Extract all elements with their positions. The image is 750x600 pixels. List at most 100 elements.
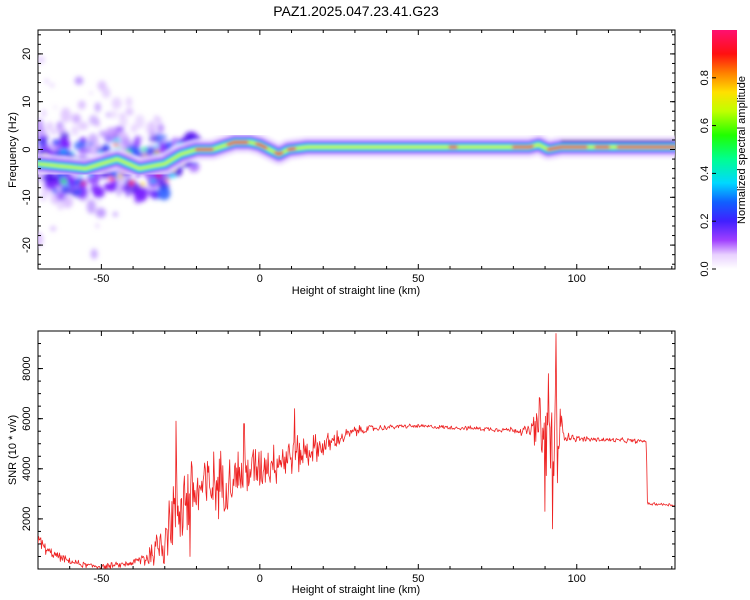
spectrogram-scatter-blob xyxy=(109,110,118,119)
spectrogram-cloud-blob xyxy=(64,188,71,193)
spectrogram-hotspot xyxy=(60,178,68,184)
spectrogram-scatter-blob xyxy=(125,108,134,116)
spectrogram-scatter-blob xyxy=(134,114,145,129)
spectrogram-scatter-blob xyxy=(130,124,138,133)
spectrogram-hotspot xyxy=(112,139,119,143)
chart-title: PAZ1.2025.047.23.41.G23 xyxy=(273,3,439,19)
spectrogram-xtick-label: 50 xyxy=(412,273,424,285)
spectrogram-cloud-blob xyxy=(110,180,119,186)
spectrogram-hotspot xyxy=(140,181,146,187)
spectrogram-cloud-blob xyxy=(92,187,105,199)
spectrogram-hotspot xyxy=(117,174,123,179)
spectrogram-scatter-blob xyxy=(106,112,110,118)
spectrogram-scatter-blob xyxy=(74,76,84,85)
spectrogram-axes: -50 0 50 100 -20 -10 0 10 20 xyxy=(21,30,675,285)
spectrogram-hotspot xyxy=(140,147,147,151)
snr-ylabel: SNR (10 * v/v) xyxy=(7,415,19,485)
spectrogram-ridge-hot xyxy=(512,144,534,149)
spectrogram-hotspot xyxy=(113,142,118,147)
snr-ytick-label: 2000 xyxy=(21,507,33,531)
spectrogram-cloud-blob xyxy=(148,135,158,143)
spectrogram-scatter-blob xyxy=(97,199,101,203)
snr-xtick-label: 100 xyxy=(568,573,586,585)
spectrogram-scatter-blob xyxy=(88,114,99,126)
snr-xtick-label: 50 xyxy=(412,573,424,585)
spectrogram-cloud-blob xyxy=(184,132,195,141)
spectrogram-cloud-blob xyxy=(162,134,167,140)
spectrogram-scatter-blob xyxy=(140,136,145,141)
spectrogram-scatter-blob xyxy=(45,121,54,132)
spectrogram-hotspot xyxy=(108,177,115,181)
spectrogram-scatter-blob xyxy=(90,248,98,260)
spectrogram-hotspot xyxy=(150,178,156,183)
spectrogram-scatter-blob xyxy=(99,132,103,136)
spectrogram-scatter-blob xyxy=(89,91,93,95)
colorbar-label: Normalized spectral amplitude xyxy=(736,76,748,224)
spectrogram-scatter-blob xyxy=(77,100,86,110)
spectrogram-ytick-label: -20 xyxy=(21,237,33,253)
spectrogram-scatter-blob xyxy=(118,112,125,119)
colorbar-ticks: 0.0 0.2 0.4 0.6 0.8 xyxy=(699,70,716,277)
spectrogram-scatter-blob xyxy=(119,144,124,149)
spectrogram-cloud-blob xyxy=(74,140,87,149)
spectrogram-cloud-blob xyxy=(60,145,66,151)
spectrogram-scatter-blob xyxy=(53,105,57,110)
snr-xlabel: Height of straight line (km) xyxy=(292,584,420,596)
colorbar-tick-label: 0.8 xyxy=(699,70,711,85)
spectrogram-xtick-label: 0 xyxy=(257,273,263,285)
spectrogram-cloud-blob xyxy=(115,126,124,132)
spectrogram-cloud-blob xyxy=(88,142,93,147)
snr-ytick-label: 8000 xyxy=(21,356,33,380)
spectrogram-scatter-blob xyxy=(101,87,111,99)
colorbar-gradient xyxy=(712,30,737,269)
snr-xtick-label: -50 xyxy=(93,573,109,585)
spectrogram-cloud-blob xyxy=(38,137,46,145)
spectrogram-ylabel: Frequency (Hz) xyxy=(7,112,19,188)
colorbar-tick-label: 0.6 xyxy=(699,118,711,133)
spectrogram-cloud-blob xyxy=(105,127,118,139)
spectrogram-cloud-blob xyxy=(55,184,62,192)
spectrogram-xlabel: Height of straight line (km) xyxy=(292,285,420,297)
snr-xtick-label: 0 xyxy=(257,573,263,585)
spectrogram-scatter-blob xyxy=(95,223,99,229)
spectrogram-scatter-blob xyxy=(112,211,118,217)
spectrogram-scatter-blob xyxy=(38,118,44,132)
spectrogram-scatter-blob xyxy=(51,129,57,135)
spectrogram-cloud-blob xyxy=(76,184,88,199)
spectrogram-ridge-hot xyxy=(287,147,297,151)
snr-panel: -50 0 50 100 2000 4000 6000 8000 Height of stra… xyxy=(7,330,676,596)
spectrogram-cloud-blob xyxy=(56,191,67,202)
spectrogram-hotspot xyxy=(168,172,176,179)
spectrogram-ytick-label: 10 xyxy=(21,96,33,108)
spectrogram-hotspot xyxy=(80,181,86,186)
spectrogram-ridge xyxy=(38,131,675,180)
spectrogram-cloud-blob xyxy=(103,183,111,191)
spectrogram-ytick-label: -10 xyxy=(21,189,33,205)
snr-axes: -50 0 50 100 2000 4000 6000 8000 xyxy=(21,330,675,585)
spectrogram-scatter-blob xyxy=(60,107,71,123)
spectrogram-ytick-label: 0 xyxy=(21,146,33,152)
spectrogram-hotspot xyxy=(70,152,75,156)
spectrogram-cloud-blob xyxy=(95,147,101,151)
spectrogram-plot-area xyxy=(38,55,675,260)
spectrogram-scatter-blob xyxy=(77,121,89,131)
spectrogram-cloud-blob xyxy=(192,161,198,166)
spectrogram-scatter-blob xyxy=(49,83,55,88)
spectrogram-scatter-blob xyxy=(94,102,101,113)
snr-series-line xyxy=(38,333,675,569)
spectrogram-scatter-blob xyxy=(156,117,162,124)
spectrogram-xtick-label: 100 xyxy=(568,273,586,285)
spectrogram-scatter-blob xyxy=(111,97,122,110)
spectrogram-scatter-blob xyxy=(95,207,106,219)
spectrogram-ridge-hot xyxy=(546,145,588,151)
spectrogram-ridge-hot xyxy=(274,151,284,156)
colorbar-tick-label: 0.2 xyxy=(699,214,711,229)
spectrogram-ridge-hot xyxy=(255,142,268,150)
spectrogram-cloud-blob xyxy=(150,191,159,199)
spectrogram-scatter-blob xyxy=(119,133,125,139)
spectrogram-cloud-blob xyxy=(125,179,139,194)
snr-frame xyxy=(37,330,676,570)
spectrogram-hotspot xyxy=(165,178,170,182)
spectrogram-hotspot xyxy=(60,149,67,153)
